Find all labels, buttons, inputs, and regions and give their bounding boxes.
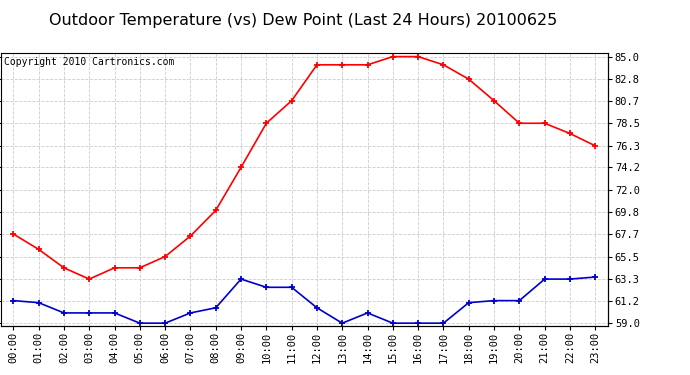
Text: Copyright 2010 Cartronics.com: Copyright 2010 Cartronics.com xyxy=(3,57,174,67)
Text: Outdoor Temperature (vs) Dew Point (Last 24 Hours) 20100625: Outdoor Temperature (vs) Dew Point (Last… xyxy=(50,13,558,28)
